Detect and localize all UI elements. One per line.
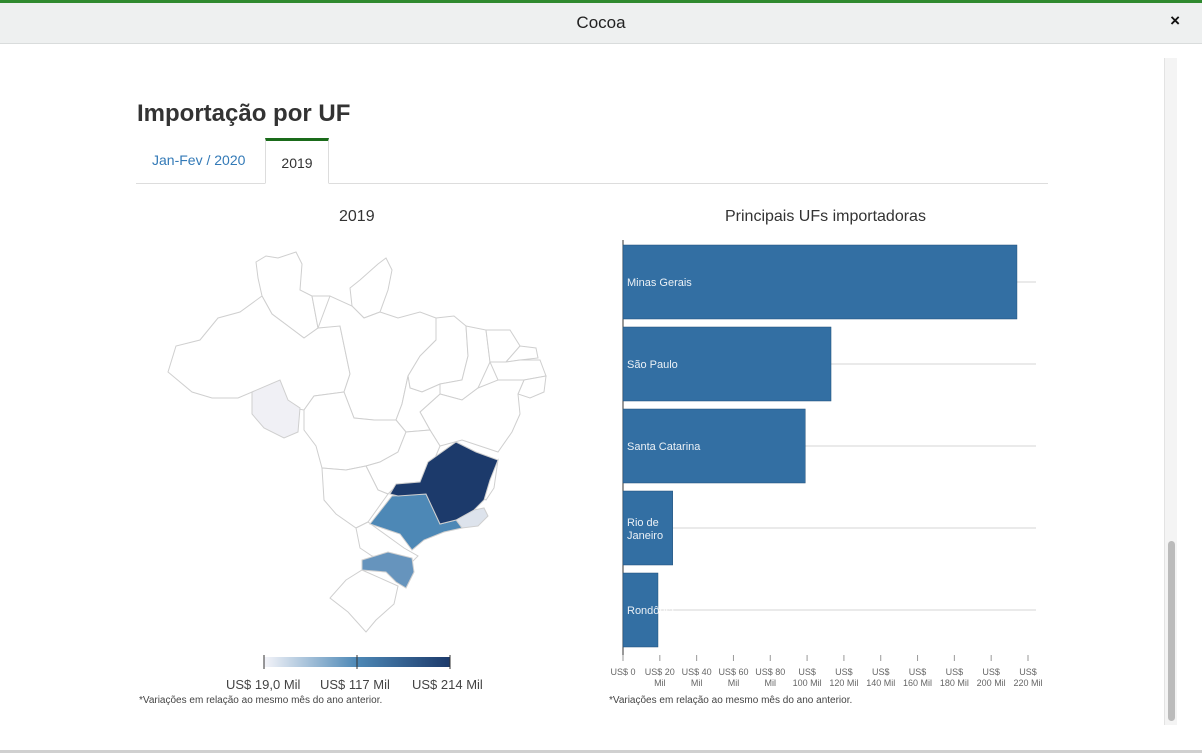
chart-title: Principais UFs importadoras <box>725 208 926 225</box>
tick-label: US$ 160 Mil <box>903 667 932 688</box>
tick-label: US$ 80 Mil <box>755 667 785 688</box>
state-rs <box>329 569 399 633</box>
bar-label: Rio de Janeiro <box>627 517 663 542</box>
modal-title: Cocoa <box>576 13 626 32</box>
tick-label: US$ 60 Mil <box>718 667 748 688</box>
bar-label: Santa Catarina <box>627 441 701 453</box>
state-santa-catarina <box>361 551 415 589</box>
map-note: *Variações em relação ao mesmo mês do an… <box>139 695 383 706</box>
map-legend <box>263 655 451 669</box>
tab-bar: Jan-Fev / 2020 2019 <box>136 138 1048 184</box>
state-pb-pe <box>489 359 547 381</box>
state-acre <box>251 379 301 439</box>
bar <box>622 408 806 484</box>
modal-header: Cocoa × <box>0 3 1202 44</box>
close-button[interactable]: × <box>1170 11 1180 30</box>
legend-min: US$ 19,0 Mil <box>226 677 301 692</box>
tick-label: US$ 0 <box>610 667 635 677</box>
state-ms <box>321 465 389 529</box>
tick-label: US$ 120 Mil <box>829 667 858 688</box>
top-strip <box>0 0 1202 3</box>
tick-label: US$ 200 Mil <box>977 667 1006 688</box>
bar <box>622 572 659 648</box>
scrollbar[interactable] <box>1164 58 1177 725</box>
tab-jan-fev-2020[interactable]: Jan-Fev / 2020 <box>152 152 246 168</box>
tick-label: US$ 140 Mil <box>866 667 895 688</box>
bar-label: Minas Gerais <box>627 277 692 289</box>
state-rn <box>504 345 539 363</box>
section-title: Importação por UF <box>137 100 351 127</box>
bar-chart: Minas Gerais São Paulo Santa Catarina Rio d… <box>610 240 1043 688</box>
state-amapa <box>349 257 393 319</box>
legend-mid: US$ 117 Mil <box>320 677 390 692</box>
tick-label: US$ 20 Mil <box>645 667 675 688</box>
map-title: 2019 <box>339 208 375 225</box>
tab-2019[interactable]: 2019 <box>265 138 329 184</box>
bar-label: Rondônia <box>627 605 675 617</box>
bottom-border <box>0 750 1202 753</box>
legend-max: US$ 214 Mil <box>412 677 483 692</box>
chart-note: *Variações em relação ao mesmo mês do an… <box>609 695 853 706</box>
state-minas-gerais <box>389 441 499 525</box>
bar-label: São Paulo <box>627 359 678 371</box>
bar <box>622 490 673 566</box>
bar <box>622 244 1018 320</box>
tick-label: US$ 100 Mil <box>793 667 822 688</box>
bar <box>622 326 832 402</box>
scrollbar-thumb[interactable] <box>1168 541 1175 721</box>
tick-label: US$ 40 Mil <box>682 667 712 688</box>
brazil-map <box>167 251 547 633</box>
tick-label: US$ 180 Mil <box>940 667 969 688</box>
tick-label: US$ 220 Mil <box>1013 667 1042 688</box>
